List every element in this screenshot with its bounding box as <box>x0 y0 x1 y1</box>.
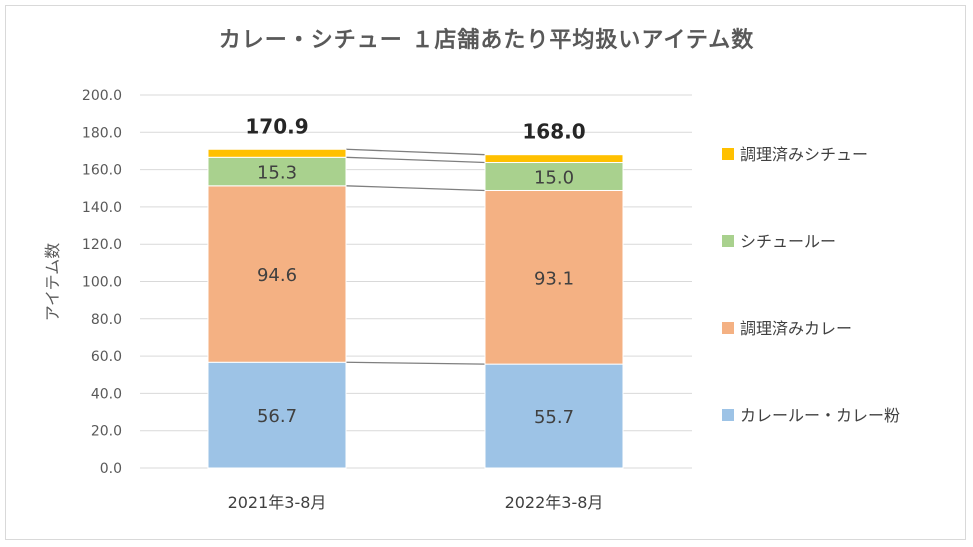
bars <box>207 148 624 469</box>
legend-swatch <box>722 322 734 334</box>
bar-segment <box>207 156 347 187</box>
bar-segment <box>207 185 347 363</box>
total-label: 170.9 <box>245 114 308 138</box>
total-label: 168.0 <box>522 120 585 144</box>
y-tick-label: 20.0 <box>91 424 122 440</box>
chart-title: カレー・シチュー １店舗あたり平均扱いアイテム数 <box>218 28 755 53</box>
x-tick-label: 2022年3-8月 <box>505 493 604 512</box>
legend-label: シチュールー <box>740 232 836 251</box>
legend-swatch <box>722 148 734 160</box>
y-tick-label: 180.0 <box>82 125 122 141</box>
series-line <box>345 185 486 192</box>
data-label: 55.7 <box>534 407 574 428</box>
y-tick-label: 120.0 <box>82 237 122 253</box>
x-axis-labels: 2021年3-8月 2022年3-8月 <box>228 493 604 512</box>
series-line <box>345 361 486 365</box>
y-tick-label: 160.0 <box>82 163 122 179</box>
y-tick-label: 0.0 <box>100 461 122 477</box>
legend-label: 調理済みシチュー <box>740 145 868 164</box>
y-tick-label: 60.0 <box>91 349 122 365</box>
data-labels: 56.7 94.6 15.3 170.9 55.7 93.1 15.0 168.0 <box>245 114 585 428</box>
legend-swatch <box>722 235 734 247</box>
data-label: 94.6 <box>257 265 297 286</box>
legend-label: 調理済みカレー <box>740 319 852 338</box>
bar-segment <box>484 189 624 365</box>
x-tick-label: 2021年3-8月 <box>228 493 327 512</box>
series-line <box>345 156 486 164</box>
y-axis-ticks: 0.0 20.0 40.0 60.0 80.0 100.0 120.0 140.0 160.0 1… <box>82 88 122 477</box>
y-tick-label: 80.0 <box>91 312 122 328</box>
bar-segment <box>484 154 624 164</box>
data-label: 56.7 <box>257 406 297 427</box>
series-lines <box>345 148 486 365</box>
data-label: 93.1 <box>534 268 574 289</box>
y-tick-label: 200.0 <box>82 88 122 104</box>
bar-segment <box>207 361 347 469</box>
legend-label: カレールー・カレー粉 <box>740 406 900 425</box>
y-tick-label: 40.0 <box>91 386 122 402</box>
bar-segment <box>484 363 624 469</box>
bar-segment <box>207 148 347 158</box>
bar-segment <box>484 162 624 191</box>
data-label: 15.3 <box>257 163 297 184</box>
y-axis-title: アイテム数 <box>43 243 62 321</box>
series-line <box>345 148 486 156</box>
y-tick-label: 100.0 <box>82 275 122 291</box>
data-label: 15.0 <box>534 168 574 189</box>
legend-swatch <box>722 409 734 421</box>
y-tick-label: 140.0 <box>82 200 122 216</box>
